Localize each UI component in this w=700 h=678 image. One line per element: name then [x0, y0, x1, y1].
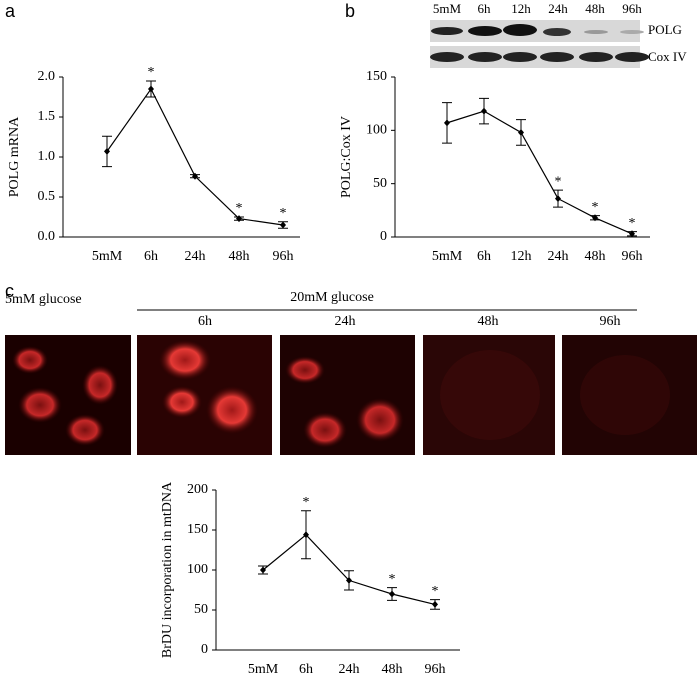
data-point — [148, 85, 154, 93]
y-tick-label: 1.5 — [38, 109, 56, 124]
x-tick-label: 5mM — [92, 249, 123, 264]
data-point — [629, 230, 635, 238]
data-point — [104, 147, 110, 155]
time-label: 96h — [600, 314, 621, 329]
y-tick-label: 200 — [187, 482, 208, 497]
x-tick-label: 5mM — [432, 249, 463, 264]
y-tick-label: 50 — [194, 602, 208, 617]
y-axis-label: POLG mRNA — [7, 116, 22, 197]
x-tick-label: 48h — [585, 249, 606, 264]
x-tick-label: 96h — [622, 249, 643, 264]
data-point — [444, 119, 450, 127]
treatment-label: 20mM glucose — [290, 290, 374, 305]
significance-mark: * — [303, 495, 310, 510]
x-tick-label: 24h — [548, 249, 569, 264]
significance-mark: * — [629, 216, 636, 231]
data-point — [346, 576, 352, 584]
x-tick-label: 12h — [511, 249, 532, 264]
data-point — [518, 128, 524, 136]
blot-lane-label: 24h — [548, 1, 568, 16]
western-blot — [430, 20, 649, 68]
blot-lane-label: 5mM — [433, 1, 462, 16]
x-tick-label: 96h — [273, 249, 294, 264]
data-point — [592, 214, 598, 222]
data-point — [192, 172, 198, 180]
x-tick-label: 96h — [425, 662, 446, 677]
band-label: Cox IV — [648, 49, 687, 64]
panel-label: a — [5, 1, 16, 21]
y-tick-label: 0 — [201, 642, 208, 657]
x-tick-label: 6h — [144, 249, 158, 264]
data-line — [262, 533, 436, 605]
data-point — [555, 195, 561, 203]
y-tick-label: 0.0 — [38, 229, 56, 244]
significance-mark: * — [236, 201, 243, 216]
y-tick-label: 100 — [187, 562, 208, 577]
data-point — [303, 531, 309, 539]
control-label: 5mM glucose — [5, 292, 82, 307]
y-tick-label: 100 — [366, 123, 387, 138]
panel-label: c — [5, 281, 14, 301]
y-axis-label: BrDU incorporation in mtDNA — [160, 481, 175, 658]
significance-mark: * — [148, 65, 155, 80]
y-tick-label: 150 — [366, 69, 387, 84]
x-tick-label: 24h — [339, 662, 360, 677]
x-tick-label: 48h — [382, 662, 403, 677]
micrograph-images — [5, 335, 697, 455]
data-point — [389, 590, 395, 598]
x-tick-label: 24h — [185, 249, 206, 264]
x-tick-label: 48h — [229, 249, 250, 264]
x-tick-label: 5mM — [248, 662, 279, 677]
time-label: 6h — [198, 314, 212, 329]
y-tick-label: 1.0 — [38, 149, 56, 164]
data-point — [280, 221, 286, 229]
time-label: 48h — [478, 314, 499, 329]
y-tick-label: 150 — [187, 522, 208, 537]
significance-mark: * — [432, 584, 439, 599]
time-label: 24h — [335, 314, 356, 329]
data-point — [260, 566, 266, 574]
data-point — [432, 600, 438, 608]
panel-label: b — [345, 1, 355, 21]
significance-mark: * — [389, 572, 396, 587]
blot-lane-label: 48h — [585, 1, 605, 16]
significance-mark: * — [555, 174, 562, 189]
blot-lane-label: 12h — [511, 1, 531, 16]
data-point — [481, 107, 487, 115]
y-tick-label: 50 — [373, 176, 387, 191]
y-tick-label: 0.5 — [38, 189, 56, 204]
y-tick-label: 2.0 — [38, 69, 56, 84]
significance-mark: * — [592, 200, 599, 215]
y-axis-label: POLG:Cox IV — [339, 116, 354, 198]
x-tick-label: 6h — [299, 662, 313, 677]
blot-lane-label: 6h — [478, 1, 492, 16]
y-tick-label: 0 — [380, 229, 387, 244]
band-label: POLG — [648, 22, 682, 37]
data-line — [106, 87, 284, 226]
data-line — [446, 110, 633, 235]
data-point — [236, 215, 242, 223]
x-tick-label: 6h — [477, 249, 491, 264]
blot-lane-label: 96h — [622, 1, 642, 16]
significance-mark: * — [280, 206, 287, 221]
